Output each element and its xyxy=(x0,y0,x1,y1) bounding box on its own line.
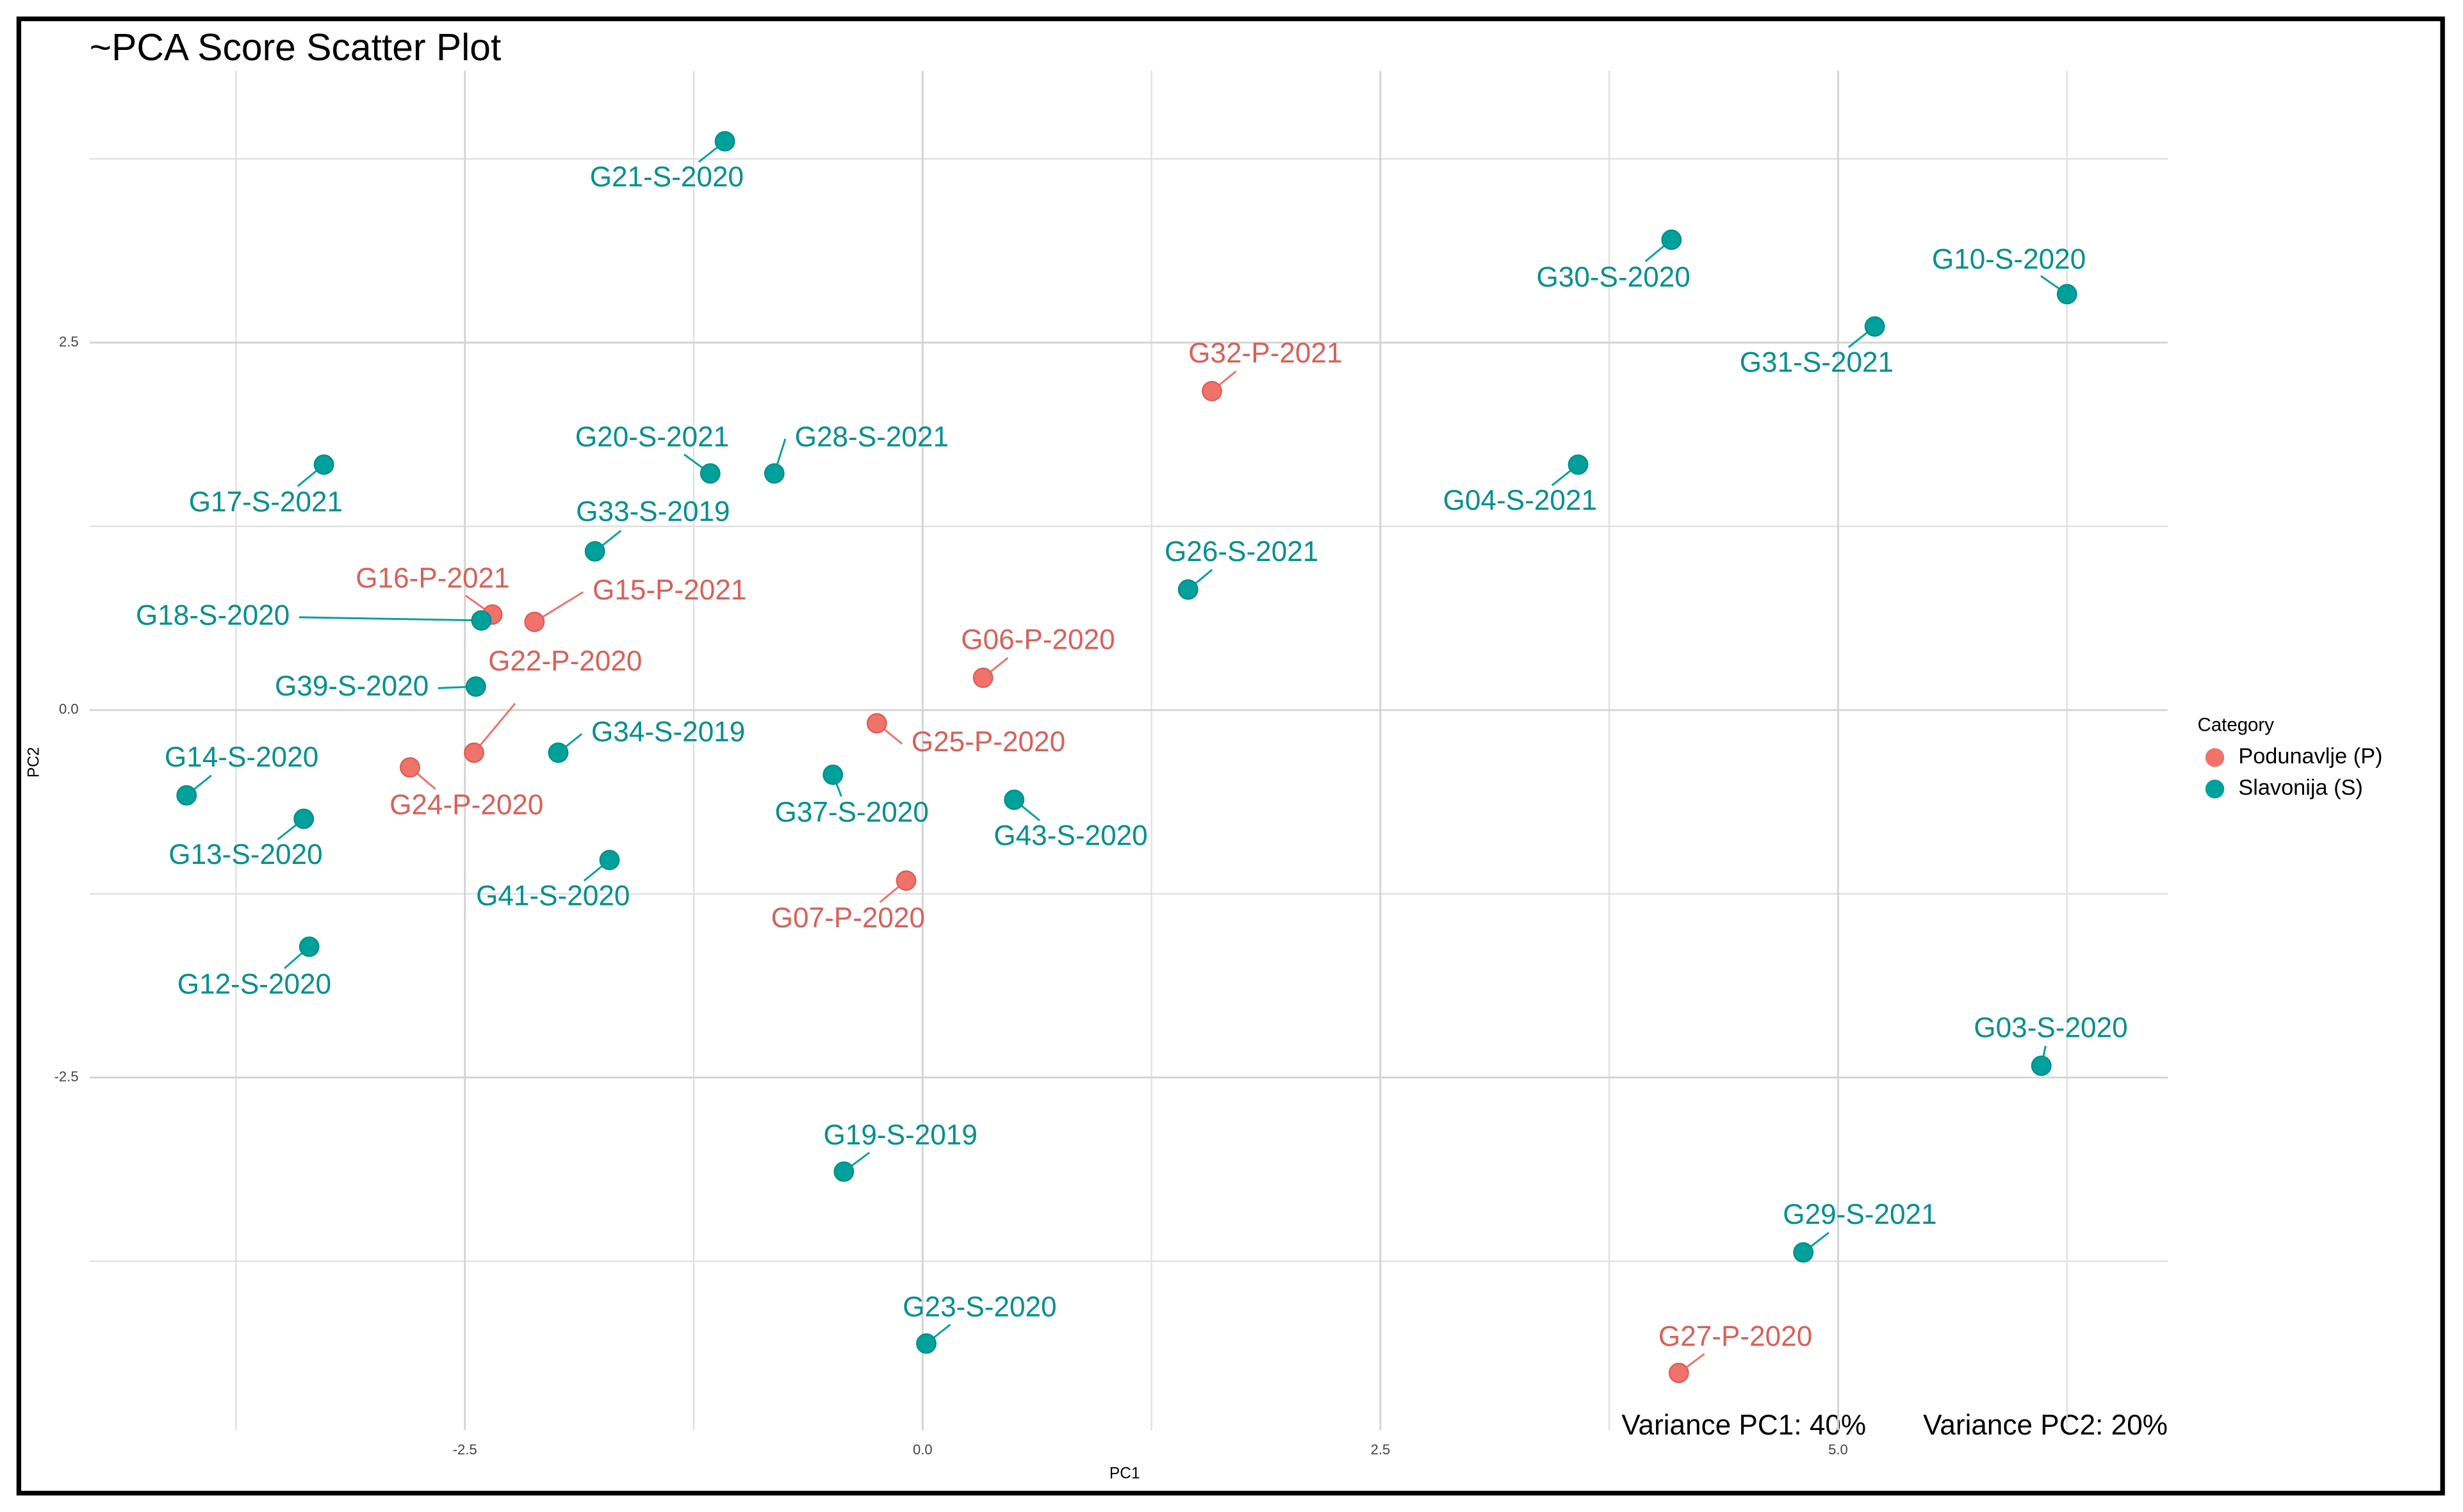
point xyxy=(524,612,545,633)
point xyxy=(916,1333,937,1354)
point-label: G32-P-2021 xyxy=(1188,337,1342,369)
point-label: G29-S-2021 xyxy=(1783,1199,1936,1230)
point xyxy=(176,784,197,806)
point xyxy=(700,463,721,484)
x-tick-label: 5.0 xyxy=(1828,1442,1848,1458)
point-label: G23-S-2020 xyxy=(903,1292,1056,1323)
point-label: G31-S-2021 xyxy=(1740,346,1894,378)
y-tick-label: 2.5 xyxy=(59,334,79,350)
legend-label: Podunavlje (P) xyxy=(2238,744,2382,768)
point-label: G17-S-2021 xyxy=(189,487,343,518)
frame xyxy=(16,16,2445,1496)
y-axis-label: PC2 xyxy=(25,747,42,777)
point-label: G16-P-2021 xyxy=(356,562,509,594)
point xyxy=(764,463,785,484)
point xyxy=(2056,284,2077,305)
point-label: G07-P-2020 xyxy=(771,902,925,934)
point xyxy=(464,742,484,763)
y-tick-label: 0.0 xyxy=(59,701,79,717)
y-tick-label: -2.5 xyxy=(54,1068,79,1084)
point-label: G12-S-2020 xyxy=(177,968,331,1000)
point-label: G43-S-2020 xyxy=(994,820,1147,851)
point xyxy=(293,808,315,829)
x-tick-label: 0.0 xyxy=(913,1442,933,1458)
point-label: G15-P-2021 xyxy=(593,574,746,606)
point xyxy=(1864,316,1885,337)
point-label: G41-S-2020 xyxy=(476,880,630,911)
annotation: Variance PC2: 20% xyxy=(1923,1410,2168,1441)
point-label: G27-P-2020 xyxy=(1658,1321,1812,1353)
point-label: G21-S-2020 xyxy=(590,161,744,193)
point xyxy=(1004,789,1025,810)
point-label: G14-S-2020 xyxy=(165,742,318,773)
point-label: G22-P-2020 xyxy=(488,646,642,677)
point-label: G18-S-2020 xyxy=(136,600,290,631)
point xyxy=(896,870,917,891)
point-label: G28-S-2021 xyxy=(795,421,949,453)
point-label: G39-S-2020 xyxy=(275,671,429,702)
point-label: G03-S-2020 xyxy=(1974,1012,2127,1043)
point xyxy=(1661,229,1682,250)
point xyxy=(1567,454,1589,475)
point xyxy=(1668,1362,1689,1383)
point xyxy=(299,936,320,957)
point xyxy=(400,757,420,778)
point xyxy=(2031,1055,2052,1077)
point-label: G13-S-2020 xyxy=(168,839,322,870)
point xyxy=(599,849,620,870)
x-axis-label: PC1 xyxy=(1109,1465,1140,1483)
point-label: G37-S-2020 xyxy=(775,797,929,828)
point-label: G20-S-2021 xyxy=(575,421,729,453)
point xyxy=(465,676,486,697)
annotation: Variance PC1: 40% xyxy=(1621,1410,1866,1441)
point-label: G30-S-2020 xyxy=(1536,261,1690,293)
point xyxy=(866,713,887,734)
legend-title: Category xyxy=(2198,715,2275,736)
point-label: G10-S-2020 xyxy=(1932,243,2086,275)
point-label: G19-S-2019 xyxy=(824,1119,978,1151)
point-label: G34-S-2019 xyxy=(591,717,745,748)
legend-marker xyxy=(2205,779,2225,799)
point xyxy=(833,1161,855,1182)
legend-marker xyxy=(2205,748,2225,767)
connector xyxy=(473,703,516,754)
point xyxy=(972,667,994,688)
point xyxy=(471,610,492,631)
x-tick-label: -2.5 xyxy=(453,1442,477,1458)
point-label: G25-P-2020 xyxy=(912,726,1065,758)
point-label: G33-S-2019 xyxy=(576,496,730,528)
point xyxy=(1201,380,1222,402)
point xyxy=(714,131,735,152)
connector xyxy=(299,616,482,622)
point-label: G04-S-2021 xyxy=(1443,485,1597,516)
point-label: G26-S-2021 xyxy=(1165,536,1318,567)
legend-label: Slavonija (S) xyxy=(2238,776,2363,800)
point xyxy=(1793,1242,1814,1263)
point xyxy=(584,541,605,562)
point-label: G24-P-2020 xyxy=(389,789,543,820)
point xyxy=(313,454,334,475)
x-tick-label: 2.5 xyxy=(1371,1442,1391,1458)
chart-title: ~PCA Score Scatter Plot xyxy=(90,27,502,69)
point xyxy=(822,764,844,785)
point-label: G06-P-2020 xyxy=(961,624,1115,656)
point xyxy=(1177,579,1199,600)
point xyxy=(548,742,569,763)
